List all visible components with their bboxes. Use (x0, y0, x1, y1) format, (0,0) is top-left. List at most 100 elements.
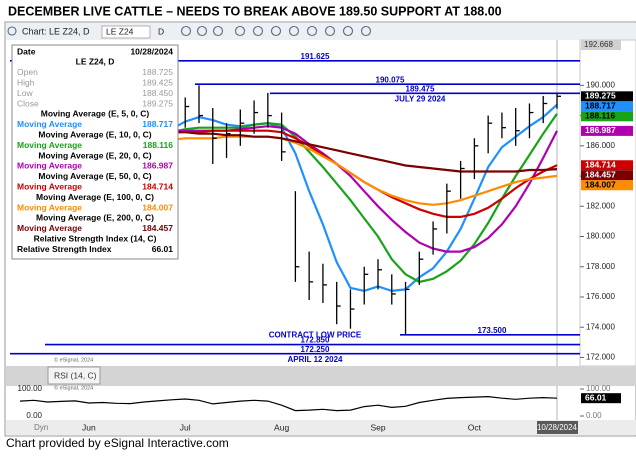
x-tick-label: Sep (370, 422, 385, 432)
info-study-label: Moving Average (17, 202, 82, 212)
icon[interactable] (234, 25, 246, 37)
level-note: JULY 29 2024 (395, 94, 446, 103)
watermark: © eSignal, 2024 (54, 356, 93, 363)
x-tick-label: Aug (274, 422, 289, 432)
last-value-label: 189.275 (585, 91, 616, 101)
info-study-name: Moving Average (E, 10, 0, C) (38, 129, 151, 139)
y-tick-label: 186.000 (586, 141, 615, 150)
info-field-value: 189.425 (142, 77, 173, 87)
rsi-tick-label: 0.00 (26, 411, 42, 420)
y-tick-label: 178.000 (586, 262, 615, 271)
info-date: 10/28/2024 (130, 46, 173, 56)
pane-separator (6, 366, 636, 386)
level-label: 173.500 (478, 326, 507, 335)
last-value-label: 184.457 (585, 170, 616, 180)
toolbar-symbol[interactable]: LE Z24 (106, 26, 134, 36)
last-value-label: 188.717 (585, 101, 616, 111)
info-study-value: 188.116 (143, 140, 174, 150)
info-field-label: Low (17, 88, 33, 98)
icon[interactable] (270, 25, 282, 37)
toolbar-interval[interactable]: D (158, 26, 164, 36)
info-field-label: High (17, 77, 35, 87)
info-study-label: Moving Average (17, 161, 82, 171)
y-tick-label: 182.000 (586, 201, 615, 210)
last-value-box (581, 91, 633, 102)
info-study-name: Moving Average (E, 20, 0, C) (38, 150, 151, 160)
x-last-box (537, 421, 578, 434)
rsi-value-box (581, 393, 621, 404)
rsi-tab-label[interactable]: RSI (14, C) (54, 370, 97, 380)
info-study-name: Moving Average (E, 100, 0, C) (36, 192, 154, 202)
y-tick-label: 180.000 (586, 232, 615, 241)
info-panel (11, 44, 179, 260)
info-study-value: 66.01 (152, 244, 174, 254)
last-value-box (581, 170, 633, 181)
info-study-name: Moving Average (E, 5, 0, C) (41, 109, 150, 119)
level-label: 190.075 (376, 75, 405, 84)
info-field-value: 188.725 (142, 67, 173, 77)
info-field-value: 188.450 (142, 88, 173, 98)
level-label: 189.475 (406, 84, 435, 93)
icon[interactable] (342, 25, 354, 37)
icon[interactable] (7, 26, 17, 36)
rsi-line (19, 395, 558, 412)
info-study-value: 184.007 (142, 202, 173, 212)
level-label: 172.250 (301, 345, 330, 354)
y-top-label: 192.668 (584, 40, 613, 49)
info-field-label: Close (17, 98, 39, 108)
symbol-box[interactable] (101, 25, 151, 39)
x-axis-strip (6, 420, 636, 435)
x-tick-label: Jun (82, 422, 96, 432)
icon[interactable] (212, 25, 224, 37)
info-study-value: 184.714 (142, 181, 173, 191)
info-study-label: Relative Strength Index (17, 244, 112, 254)
info-study-value: 186.987 (142, 161, 173, 171)
y-tick-label: 176.000 (586, 292, 615, 301)
icon[interactable] (360, 25, 372, 37)
level-label: 172.850 (301, 336, 330, 345)
y-top-box (581, 40, 621, 51)
y-tick-label: 172.000 (586, 353, 615, 362)
icon[interactable] (306, 25, 318, 37)
last-value-label: 184.007 (585, 180, 616, 190)
icon[interactable] (252, 25, 264, 37)
info-study-value: 188.717 (142, 119, 173, 129)
last-value-label: 188.116 (585, 111, 616, 121)
rsi-tick-label: 100.00 (586, 384, 611, 393)
info-study-label: Moving Average (17, 119, 82, 129)
rsi-tick-label: 100.00 (18, 384, 43, 393)
info-study-name: Moving Average (E, 50, 0, C) (38, 171, 151, 181)
info-study-value: 184.457 (142, 223, 173, 233)
info-study-name: Moving Average (E, 200, 0, C) (36, 213, 154, 223)
level-note: CONTRACT LOW PRICE (269, 331, 362, 340)
footer: Chart provided by eSignal Interactive.co… (6, 436, 229, 450)
y-tick-label: 174.000 (586, 322, 615, 331)
toolbar-icons (7, 25, 372, 37)
icon[interactable] (196, 25, 208, 37)
chart-name[interactable]: Chart: LE Z24, D (22, 26, 90, 36)
info-field-label: Open (17, 67, 38, 77)
page-title: DECEMBER LIVE CATTLE – NEEDS TO BREAK AB… (8, 4, 502, 18)
toolbar (6, 23, 636, 40)
last-value-box (581, 101, 633, 112)
y-tick-label: 190.000 (586, 80, 615, 89)
x-corner-label: Dyn (34, 423, 48, 432)
info-field-value: 189.275 (142, 98, 173, 108)
last-value-label: 184.714 (585, 160, 616, 170)
info-study-label: Moving Average (17, 181, 82, 191)
icon[interactable] (288, 25, 300, 37)
last-value-box (581, 111, 633, 122)
level-note: APRIL 12 2024 (288, 355, 344, 364)
level-label: 191.625 (301, 52, 330, 61)
info-study-label: Moving Average (17, 223, 82, 233)
info-date-label: Date (17, 46, 36, 56)
x-tick-label: Jul (180, 422, 191, 432)
icon[interactable] (324, 25, 336, 37)
last-value-box (581, 160, 633, 171)
rsi-tab[interactable] (47, 366, 101, 385)
icon[interactable] (180, 25, 192, 37)
info-study-name: Relative Strength Index (14, C) (34, 233, 157, 243)
x-tick-label: 10/28/2024 (537, 423, 578, 432)
